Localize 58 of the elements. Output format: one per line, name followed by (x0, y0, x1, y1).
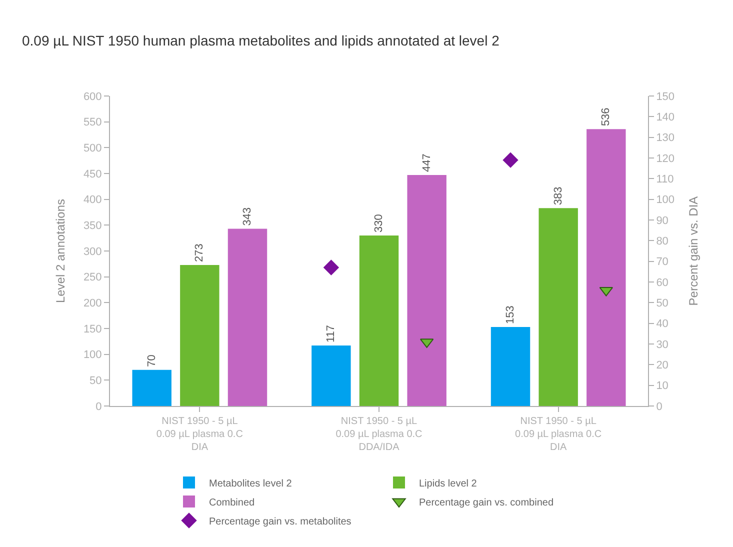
data-label: 70 (146, 354, 158, 367)
y2-tick-label: 40 (656, 318, 668, 330)
y-tick-label: 300 (83, 246, 102, 258)
y2-tick-label: 0 (656, 400, 662, 413)
y2-tick-label: 140 (656, 112, 675, 124)
y-tick-label: 400 (83, 194, 102, 206)
bar (490, 326, 530, 406)
y2-tick-label: 150 (656, 90, 675, 103)
x-tick-label: NIST 1950 - 5 µL 0.09 µL plasma 0.C DDA/IDA (336, 416, 422, 453)
y2-tick-label: 30 (656, 338, 668, 351)
y2-tick-label: 130 (656, 132, 675, 144)
y2-tick-label: 100 (656, 194, 675, 206)
y-axis-title: Level 2 annotations (54, 198, 68, 304)
x-tick-label: NIST 1950 - 5 µL 0.09 µL plasma 0.C DIA (156, 416, 243, 453)
data-label: 383 (552, 186, 564, 206)
bar (132, 370, 172, 406)
data-label: 447 (420, 154, 433, 172)
data-label: 330 (373, 214, 385, 232)
bar (312, 346, 351, 406)
bar (359, 236, 399, 406)
y-tick-label: 500 (83, 142, 102, 155)
data-label: 343 (241, 207, 254, 226)
y-tick-label: 600 (83, 90, 102, 103)
y2-tick-label: 90 (656, 214, 668, 227)
y2-tick-label: 20 (656, 360, 668, 372)
legend-label: Percentage gain vs. combined (419, 497, 554, 508)
y2-axis-title: Percent gain vs. DIA (686, 196, 700, 306)
y-tick-label: 450 (83, 168, 102, 180)
legend-label: Percentage gain vs. metabolites (209, 516, 352, 528)
y2-tick-label: 10 (656, 380, 668, 392)
y-tick-label: 50 (90, 375, 102, 388)
y2-tick-label: 50 (656, 298, 668, 310)
y-tick-label: 250 (83, 272, 102, 284)
y-tick-label: 150 (83, 323, 102, 336)
y-tick-label: 0 (96, 400, 102, 413)
data-label: 273 (194, 244, 206, 262)
y2-tick-label: 80 (656, 236, 668, 248)
bar (228, 228, 268, 406)
bar (538, 208, 578, 406)
x-tick-label: NIST 1950 - 5 µL 0.09 µL plasma 0.C DIA (515, 416, 602, 453)
data-label: 153 (504, 306, 517, 324)
y2-tick-label: 60 (656, 276, 668, 289)
chart-title: 0.09 µL NIST 1950 human plasma metabolites and lipids annotated at level 2 (22, 32, 500, 48)
bar (407, 175, 446, 406)
y-tick-label: 550 (83, 116, 102, 129)
y-tick-label: 200 (83, 298, 102, 310)
bar (586, 129, 626, 406)
bar (180, 264, 220, 406)
y2-tick-label: 110 (656, 174, 674, 186)
legend-label: Lipids level 2 (419, 478, 478, 490)
data-label: 117 (325, 325, 338, 343)
y2-tick-label: 120 (656, 152, 675, 165)
legend-label: Metabolites level 2 (209, 478, 292, 490)
y-tick-label: 100 (83, 349, 102, 362)
y2-tick-label: 70 (656, 256, 668, 268)
legend-label: Combined (209, 497, 255, 508)
y-tick-label: 350 (83, 220, 102, 232)
data-label: 536 (600, 108, 612, 126)
